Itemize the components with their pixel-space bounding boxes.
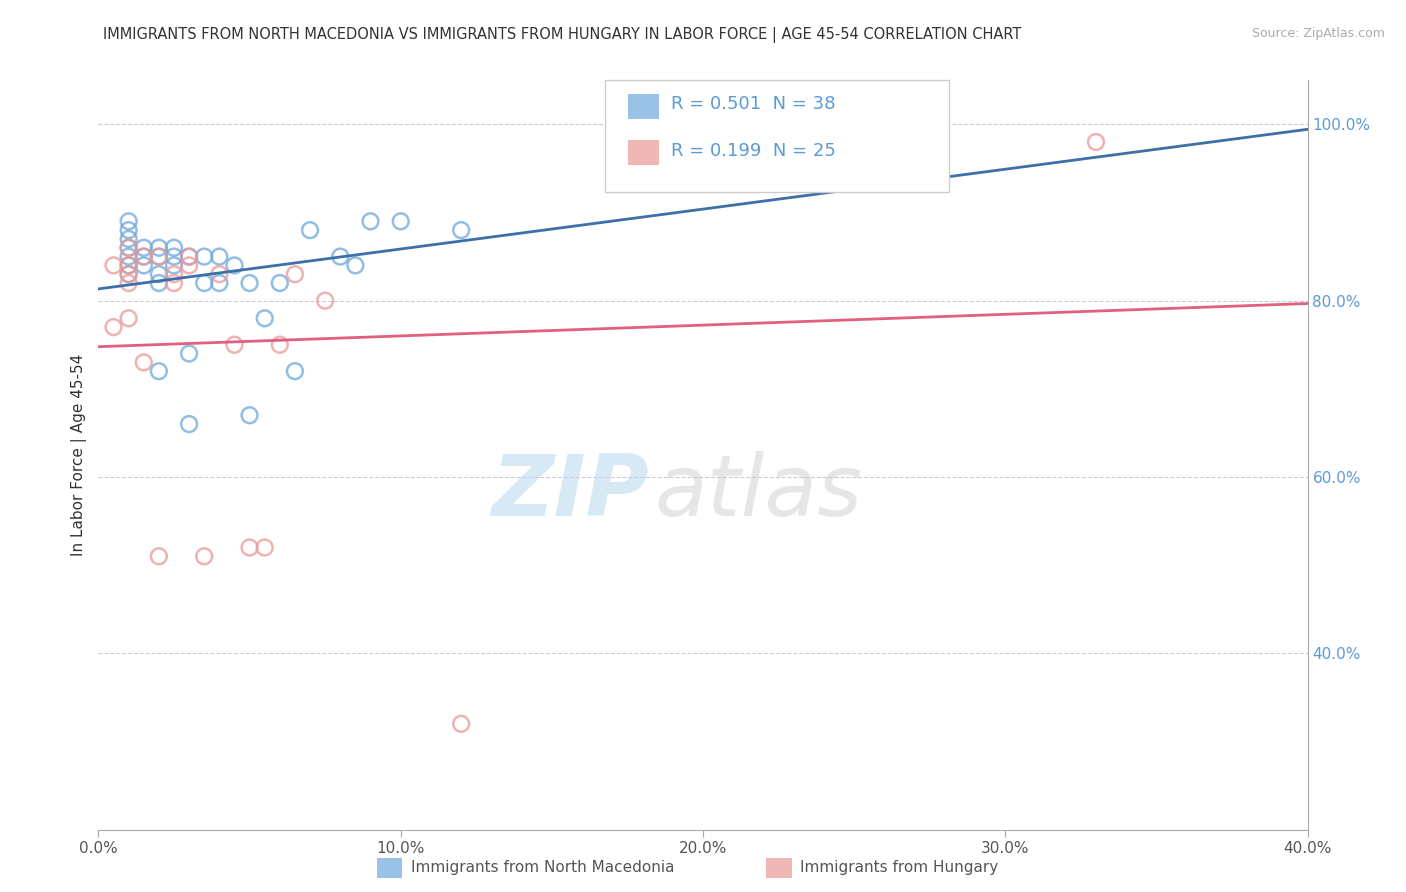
Point: [208, 276, 231, 290]
Point: [193, 250, 215, 264]
Text: IMMIGRANTS FROM NORTH MACEDONIA VS IMMIGRANTS FROM HUNGARY IN LABOR FORCE | AGE : IMMIGRANTS FROM NORTH MACEDONIA VS IMMIG…: [103, 27, 1022, 43]
Point: [329, 250, 352, 264]
Point: [239, 409, 262, 423]
Y-axis label: In Labor Force | Age 45-54: In Labor Force | Age 45-54: [72, 354, 87, 556]
Point: [179, 417, 201, 431]
Point: [148, 267, 170, 281]
Text: Immigrants from Hungary: Immigrants from Hungary: [800, 861, 998, 875]
Point: [224, 337, 246, 351]
Point: [163, 276, 186, 290]
Point: [118, 259, 141, 273]
Point: [208, 250, 231, 264]
Point: [118, 214, 141, 228]
Point: [179, 250, 201, 264]
Point: [148, 250, 170, 264]
Text: atlas: atlas: [655, 450, 863, 534]
Point: [132, 250, 155, 264]
Point: [179, 250, 201, 264]
Point: [148, 549, 170, 564]
Point: [239, 541, 262, 555]
Point: [118, 241, 141, 255]
Point: [224, 259, 246, 273]
Point: [132, 259, 155, 273]
Text: ZIP: ZIP: [491, 450, 648, 534]
Point: [314, 293, 336, 308]
Point: [179, 346, 201, 360]
Point: [148, 241, 170, 255]
Point: [344, 259, 367, 273]
Point: [269, 337, 291, 351]
Point: [163, 267, 186, 281]
Point: [450, 223, 472, 237]
Point: [1085, 135, 1108, 149]
Point: [163, 250, 186, 264]
Point: [239, 276, 262, 290]
Point: [132, 355, 155, 369]
Point: [163, 241, 186, 255]
Point: [269, 276, 291, 290]
Text: R = 0.199  N = 25: R = 0.199 N = 25: [671, 142, 835, 160]
Text: Source: ZipAtlas.com: Source: ZipAtlas.com: [1251, 27, 1385, 40]
Point: [118, 259, 141, 273]
Point: [148, 250, 170, 264]
Point: [284, 364, 307, 378]
Point: [253, 541, 276, 555]
Point: [118, 241, 141, 255]
Text: Immigrants from North Macedonia: Immigrants from North Macedonia: [411, 861, 673, 875]
Point: [752, 144, 775, 158]
Point: [132, 241, 155, 255]
Point: [118, 311, 141, 326]
Point: [163, 259, 186, 273]
Point: [118, 267, 141, 281]
Point: [103, 259, 125, 273]
Point: [132, 250, 155, 264]
Point: [299, 223, 322, 237]
Point: [118, 223, 141, 237]
Point: [193, 276, 215, 290]
Point: [193, 549, 215, 564]
Point: [118, 276, 141, 290]
Point: [360, 214, 382, 228]
Point: [389, 214, 412, 228]
Point: [148, 276, 170, 290]
Point: [253, 311, 276, 326]
Point: [118, 250, 141, 264]
Point: [118, 267, 141, 281]
Point: [284, 267, 307, 281]
Point: [450, 716, 472, 731]
Text: R = 0.501  N = 38: R = 0.501 N = 38: [671, 95, 835, 113]
Point: [148, 364, 170, 378]
Point: [208, 267, 231, 281]
Point: [179, 259, 201, 273]
Point: [118, 232, 141, 246]
Point: [103, 320, 125, 334]
